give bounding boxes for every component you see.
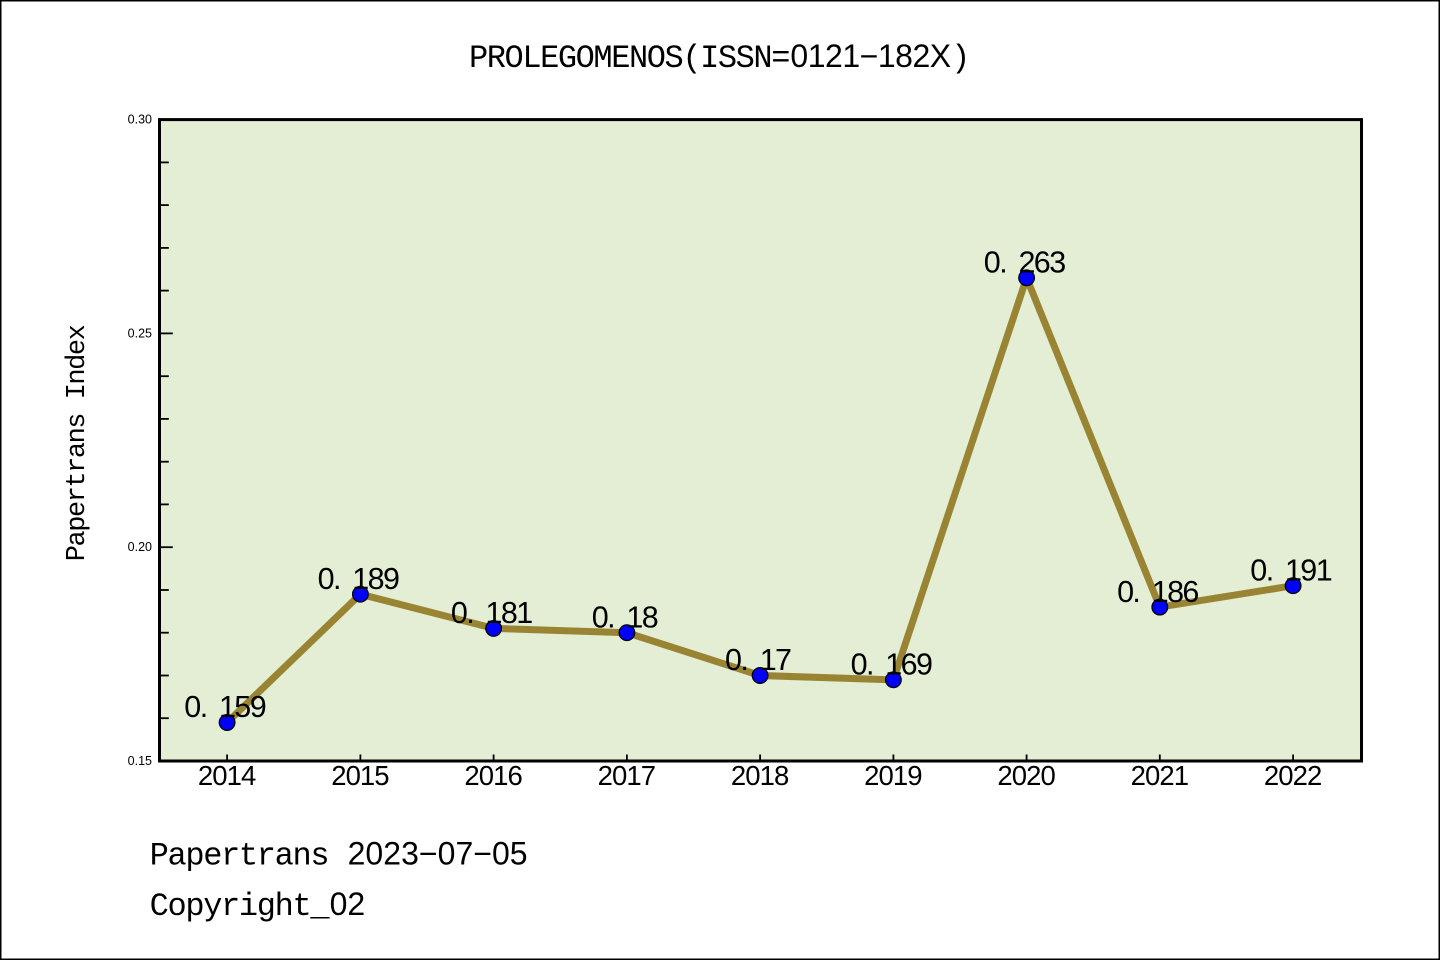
svg-text:0.169: 0.169	[851, 648, 933, 682]
svg-text:2018: 2018	[731, 760, 789, 791]
svg-text:2019: 2019	[864, 760, 922, 791]
svg-text:PROLEGOMENOS(ISSN=: PROLEGOMENOS(ISSN=	[469, 40, 790, 77]
svg-text:2020: 2020	[997, 760, 1055, 791]
svg-text:2022: 2022	[1264, 760, 1322, 791]
svg-text:0121−182X: 0121−182X	[790, 38, 951, 74]
svg-text:02: 02	[330, 886, 366, 922]
svg-text:0.30: 0.30	[128, 113, 152, 127]
svg-text:): )	[951, 40, 970, 77]
svg-text:Papertrans Index: Papertrans Index	[63, 324, 93, 561]
svg-text:0.25: 0.25	[128, 326, 152, 340]
svg-text:0.181: 0.181	[451, 596, 533, 630]
svg-text:2016: 2016	[464, 760, 522, 791]
svg-text:Papertrans: Papertrans	[150, 837, 330, 874]
svg-text:0.263: 0.263	[984, 246, 1066, 280]
svg-text:2017: 2017	[598, 760, 656, 791]
svg-text:2015: 2015	[331, 760, 389, 791]
svg-text:0.20: 0.20	[128, 540, 152, 554]
svg-text:Copyright_: Copyright_	[150, 888, 331, 925]
svg-text:2014: 2014	[198, 760, 256, 791]
svg-text:2021: 2021	[1131, 760, 1189, 791]
svg-text:0.186: 0.186	[1117, 575, 1199, 609]
svg-text:0.159: 0.159	[184, 690, 266, 724]
svg-text:2023−07−05: 2023−07−05	[348, 835, 528, 871]
svg-text:0.191: 0.191	[1250, 553, 1332, 587]
svg-text:0.15: 0.15	[128, 754, 152, 768]
svg-text:0.189: 0.189	[318, 562, 400, 596]
